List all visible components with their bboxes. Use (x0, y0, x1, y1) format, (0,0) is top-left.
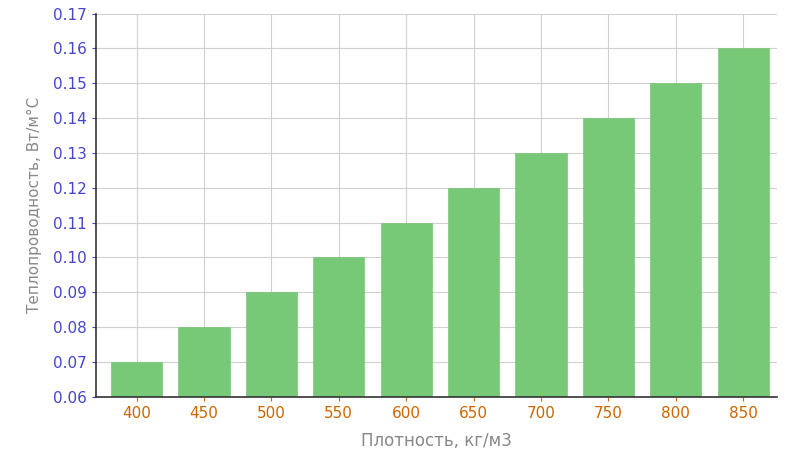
Bar (313, 258, 364, 451)
Bar (448, 188, 499, 451)
Bar (515, 153, 566, 451)
X-axis label: Плотность, кг/м3: Плотность, кг/м3 (361, 432, 512, 450)
Bar (111, 362, 162, 451)
Bar (380, 223, 432, 451)
Bar (650, 83, 702, 451)
Bar (246, 292, 297, 451)
Bar (718, 48, 769, 451)
Bar (179, 327, 230, 451)
Bar (583, 118, 634, 451)
Y-axis label: Теплопроводность, Вт/м°С: Теплопроводность, Вт/м°С (27, 97, 42, 313)
